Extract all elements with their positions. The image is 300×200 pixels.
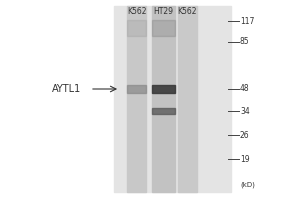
Text: 19: 19: [240, 154, 250, 164]
Text: AYTL1: AYTL1: [52, 84, 81, 94]
Bar: [152, 20, 175, 36]
Bar: [127, 20, 146, 36]
Text: K562: K562: [178, 7, 197, 16]
Text: (kD): (kD): [240, 182, 255, 188]
Bar: [127, 6, 146, 192]
Text: 26: 26: [240, 130, 250, 140]
Bar: [178, 6, 197, 192]
Bar: [152, 85, 175, 93]
Bar: [114, 6, 231, 192]
Text: 48: 48: [240, 84, 250, 93]
Bar: [152, 6, 175, 192]
Text: 117: 117: [240, 17, 254, 25]
Bar: [152, 108, 175, 114]
Text: HT29: HT29: [154, 7, 173, 16]
Bar: [127, 85, 146, 93]
Text: 34: 34: [240, 106, 250, 116]
Text: K562: K562: [127, 7, 146, 16]
Text: 85: 85: [240, 38, 250, 46]
